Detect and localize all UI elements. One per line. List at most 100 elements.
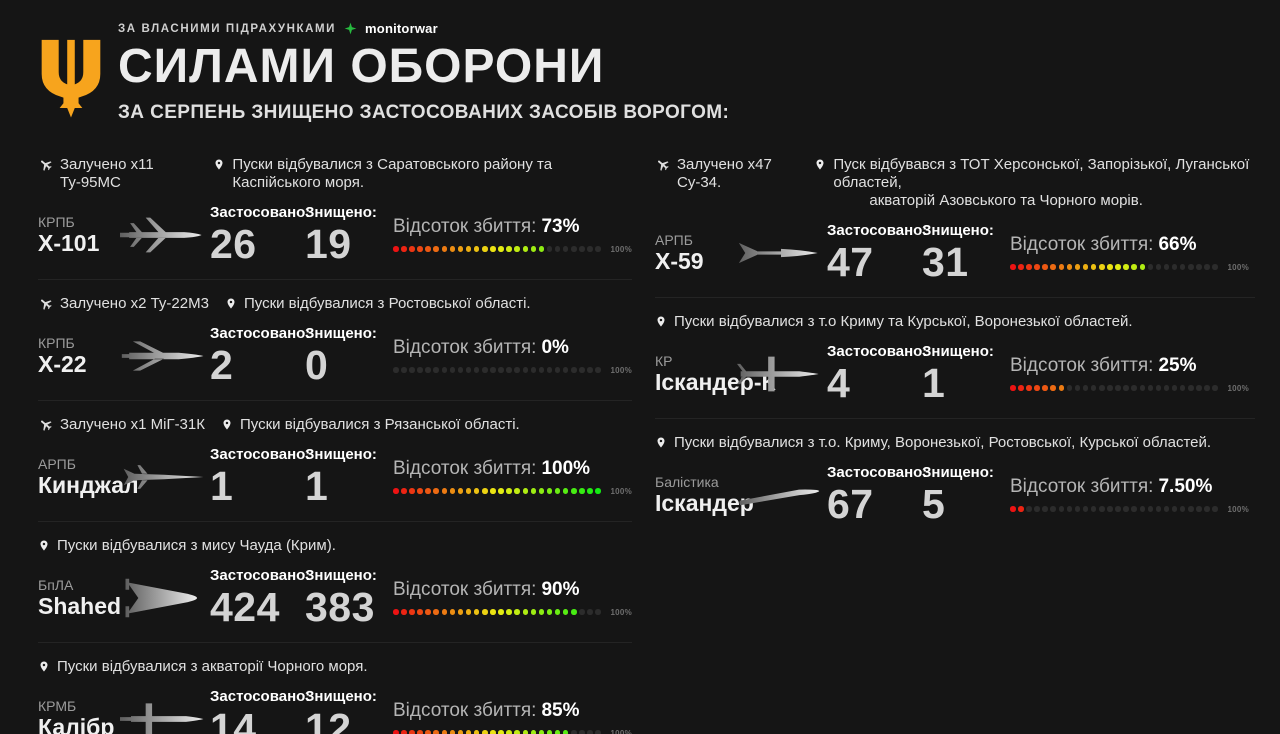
bar-dot-filled <box>538 488 545 494</box>
location-info: Пуски відбувалися з Саратовського району… <box>213 156 632 192</box>
bar-dot-empty <box>595 730 601 734</box>
hit-rate-label: Відсоток збиття: <box>393 578 537 600</box>
bar-dot-filled <box>538 730 545 734</box>
bar-dot-empty <box>393 367 399 373</box>
bar-dot-filled <box>554 488 561 494</box>
bar-dot-filled <box>562 488 569 494</box>
location-info: Пуски відбувалися з мису Чауда (Крим). <box>38 537 336 555</box>
bar-dot-filled <box>465 730 472 734</box>
location-pin-icon <box>38 538 50 553</box>
bar-dot-empty <box>1090 506 1097 512</box>
location-pin-icon <box>225 296 237 311</box>
bar-dot-filled <box>514 488 520 494</box>
used-label: Застосовано: <box>827 464 928 481</box>
bar-dot-empty <box>1090 385 1097 391</box>
bar-dot-empty <box>1034 506 1040 512</box>
destroyed-value: 1 <box>922 360 946 406</box>
bar-dot-filled <box>482 609 488 615</box>
destroyed-label: Знищено: <box>305 567 377 584</box>
bar-dot-empty <box>522 367 528 373</box>
used-label: Застосовано: <box>210 688 311 705</box>
bar-dot-filled <box>1123 264 1129 270</box>
hit-rate-value: 100% <box>541 457 591 479</box>
bar-dot-empty <box>498 367 504 373</box>
bar-dot-filled <box>1010 506 1016 512</box>
location-info: Пуски відбувалися з Ростовської області. <box>225 295 531 313</box>
bar-dot-filled <box>530 246 537 252</box>
bar-dot-empty <box>1139 506 1145 512</box>
bar-dot-empty <box>595 609 601 615</box>
bar-dot-filled <box>1018 506 1024 512</box>
aircraft-info: Залучено х1 МіГ-31К <box>38 416 205 434</box>
bar-dot-empty <box>546 246 553 252</box>
entry-main-row: КР Іскандер-К Застосовано: 4 Знищено: 1 … <box>655 343 1255 404</box>
destroyed-label: Знищено: <box>922 464 994 481</box>
bar-dot-filled <box>409 488 415 494</box>
destroyed-stat: Знищено: 31 <box>922 222 1010 283</box>
bar-dot-empty <box>473 367 480 373</box>
bar-dot-filled <box>571 488 577 494</box>
bar-dot-filled <box>473 730 480 734</box>
bar-dot-filled <box>1018 385 1024 391</box>
destroyed-label: Знищено: <box>305 204 377 221</box>
destroyed-value: 31 <box>922 239 969 285</box>
weapon-name-block: КРПБ Х-101 <box>38 214 118 256</box>
used-value: 1 <box>210 463 234 509</box>
hit-rate-bar: 100% <box>1010 263 1255 272</box>
bar-dot-filled <box>425 246 431 252</box>
location-line1: Пуск відбувався з ТОТ Херсонської, Запор… <box>833 156 1250 191</box>
bar-dot-filled <box>1074 264 1081 270</box>
bar-dot-filled <box>498 730 504 734</box>
location-text: Пуски відбувалися з Саратовського району… <box>232 156 632 192</box>
location-pin-icon <box>213 157 225 172</box>
bar-dot-empty <box>482 367 488 373</box>
bar-dot-filled <box>482 488 488 494</box>
bar-dot-empty <box>1212 264 1218 270</box>
used-stat: Застосовано: 2 <box>210 325 310 386</box>
bar-dot-filled <box>441 488 448 494</box>
destroyed-stat: Знищено: 5 <box>922 464 1010 525</box>
bar-dot-filled <box>562 730 569 734</box>
bar-dot-empty <box>1042 506 1048 512</box>
weapon-class-label: АРПБ <box>655 231 693 248</box>
bar-dot-empty <box>587 246 593 252</box>
bar-dot-filled <box>595 488 601 494</box>
bar-dot-empty <box>1204 506 1210 512</box>
location-line1: Пуски відбувалися з Ростовської області. <box>243 295 531 312</box>
weapon-class-label: Балістика <box>655 473 719 490</box>
bar-dot-filled <box>1034 264 1040 270</box>
destroyed-value: 383 <box>305 584 375 630</box>
used-stat: Застосовано: 67 <box>827 464 928 525</box>
ukraine-trident-logo <box>36 38 106 118</box>
destroyed-stat: Знищено: 19 <box>305 204 393 265</box>
hit-rate-block: Відсоток збиття: 85% 100% <box>393 700 632 734</box>
bar-dot-filled <box>465 609 472 615</box>
bar-dot-empty <box>1171 264 1178 270</box>
bar-dot-empty <box>1163 506 1170 512</box>
destroyed-label: Знищено: <box>305 325 377 342</box>
arrow-missile-x59-icon <box>735 231 827 275</box>
destroyed-stat: Знищено: 0 <box>305 325 393 386</box>
bar-dot-filled <box>449 609 456 615</box>
bar-dot-empty <box>554 246 561 252</box>
hit-rate-label: Відсоток збиття: <box>393 336 537 358</box>
hit-rate-label: Відсоток збиття: <box>393 699 537 721</box>
location-pin-icon <box>814 157 826 172</box>
bar-dot-filled <box>409 609 415 615</box>
bar-dot-empty <box>1188 506 1194 512</box>
bar-dot-empty <box>1212 506 1218 512</box>
weapon-name-label: Іскандер <box>655 489 754 516</box>
bar-dot-filled <box>490 730 496 734</box>
bar-dot-filled <box>522 246 528 252</box>
bar-dot-filled <box>498 609 504 615</box>
bar-dot-filled <box>393 488 399 494</box>
aircraft-info: Залучено х11 Ту-95МС <box>38 156 197 192</box>
bar-cap-label: 100% <box>610 728 633 734</box>
location-info: Пуски відбувалися з Рязанської області. <box>221 416 520 434</box>
bar-dot-filled <box>1107 264 1113 270</box>
weapon-entry: Пуски відбувалися з мису Чауда (Крим). Б… <box>38 537 632 643</box>
entry-info-line: Пуски відбувалися з т.о. Криму, Воронезь… <box>655 434 1255 452</box>
bar-dot-empty <box>595 246 601 252</box>
weapon-class-label: КРМБ <box>38 697 77 714</box>
hit-rate-line: Відсоток збиття: 90% <box>393 579 632 601</box>
